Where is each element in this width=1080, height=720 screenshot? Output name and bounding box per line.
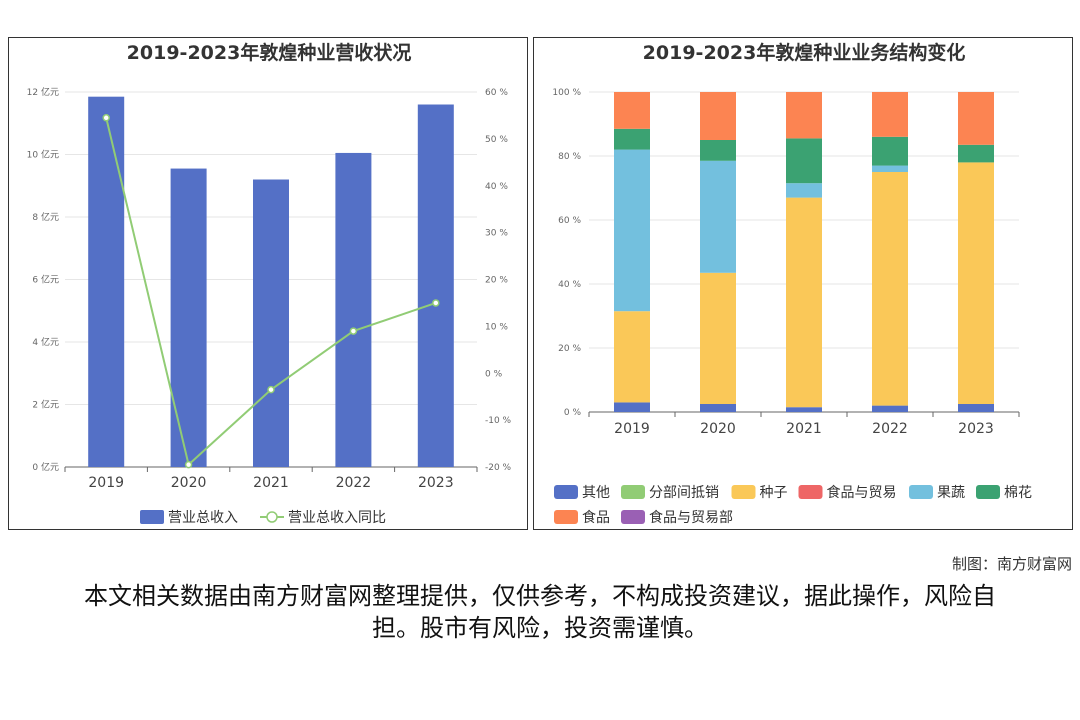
legend-label: 食品与贸易 [827,484,897,501]
y-tick-label: 8 亿元 [32,211,59,223]
legend-swatch [266,511,278,523]
y2-tick-label: -10 % [485,416,512,426]
x-tick-label: 2022 [872,421,908,437]
y-tick-label: 100 % [552,88,581,98]
x-tick-label: 2019 [88,475,124,491]
y-tick-label: 4 亿元 [32,336,59,348]
y-tick-label: 6 亿元 [32,274,59,286]
legend-swatch [554,485,578,499]
stacked-bar-segment [958,92,994,145]
stacked-bar-segment [786,197,822,408]
stacked-bar-segment [786,407,822,412]
bar [88,96,125,467]
x-tick-label: 2020 [171,475,207,491]
bar [253,179,289,467]
stacked-bar-segment [700,160,736,273]
stacked-bar-segment [958,144,994,163]
bar [170,168,207,467]
x-tick-label: 2022 [336,475,372,491]
stacked-bar-segment [872,405,908,412]
y-tick-label: 60 % [558,216,581,226]
stacked-bar-segment [614,128,650,150]
line-point [184,460,193,469]
chart-title: 2019-2023年敦煌种业营收状况 [127,41,412,64]
y2-tick-label: 60 % [485,88,508,98]
legend-swatch [140,510,164,524]
y2-tick-label: 30 % [485,229,508,239]
stacked-bar-segment [786,138,822,184]
chart-title: 2019-2023年敦煌种业业务结构变化 [643,41,966,64]
y-tick-label: 0 % [564,408,582,418]
y2-tick-label: 50 % [485,135,508,145]
stacked-bar-segment [614,92,650,129]
bar [417,104,454,467]
legend-swatch [621,510,645,524]
business-structure-chart-panel: 2019-2023年敦煌种业业务结构变化 0 % 20 % 40 % 60 % 80 % 1… [533,37,1073,530]
y-tick-label: 40 % [558,280,581,290]
y2-tick-label: -20 % [485,463,512,473]
stacked-bar-segment [700,140,736,161]
y2-tick-label: 10 % [485,322,508,332]
legend-swatch [909,485,933,499]
x-tick-label: 2019 [614,421,650,437]
revenue-chart-panel: 2019-2023年敦煌种业营收状况 0 亿元 2 亿元 4 亿元 6 亿元 8 亿元 10… [8,37,528,530]
stacked-bar-segment [614,311,650,403]
y-tick-label: 10 亿元 [27,149,59,161]
legend-label: 棉花 [1004,484,1032,501]
stacked-bar-segment [872,92,908,137]
bar [335,152,372,467]
stacked-bar-segment [958,404,994,412]
x-tick-label: 2021 [786,421,822,437]
x-tick-label: 2021 [253,475,289,491]
stacked-bar-segment [786,183,822,198]
legend-swatch [554,510,578,524]
chart-credit: 制图：南方财富网 [951,555,1072,573]
x-tick-label: 2023 [958,421,994,437]
legend-label: 分部间抵销 [649,485,719,501]
y-tick-label: 2 亿元 [32,399,59,411]
stacked-bar-segment [700,404,736,412]
stacked-bar-segment [614,149,650,312]
y2-tick-label: 40 % [485,182,508,192]
stacked-bar-segment [700,92,736,140]
y-tick-label: 12 亿元 [27,86,59,98]
legend-label: 种子 [760,485,788,501]
legend-label: 营业总收入同比 [288,510,386,526]
y2-tick-label: 20 % [485,276,508,286]
x-tick-label: 2023 [418,475,454,491]
y-tick-label: 0 亿元 [32,461,59,473]
legend-swatch [976,485,1000,499]
stacked-bar-segment [786,92,822,139]
legend-label: 营业总收入 [168,510,238,526]
legend-swatch [731,485,756,499]
y-tick-label: 20 % [558,344,581,354]
y2-tick-label: 0 % [485,369,503,379]
line-point [349,327,358,335]
legend-swatch [798,485,823,499]
legend-label: 食品 [582,509,610,526]
stacked-bar-segment [872,172,908,406]
y-tick-label: 80 % [558,152,581,162]
legend-label: 果蔬 [937,485,965,501]
stacked-bar-segment [872,136,908,166]
legend-swatch [621,485,645,499]
stacked-bar-segment [700,272,736,404]
line-point [102,114,110,122]
disclaimer-text: 本文相关数据由南方财富网整理提供，仅供参考，不构成投资建议，据此操作，风险自担。… [84,582,996,642]
revenue-chart: 2019-2023年敦煌种业营收状况 0 亿元 2 亿元 4 亿元 6 亿元 8 亿元 10… [27,41,512,526]
stacked-bar-segment [614,402,650,412]
line-point [432,299,440,307]
stacked-bar-segment [872,165,908,172]
x-tick-label: 2020 [700,421,736,437]
line-point [267,385,275,394]
stacked-bar-segment [958,162,994,404]
business-structure-chart: 2019-2023年敦煌种业业务结构变化 0 % 20 % 40 % 60 % 80 % 1… [552,41,1032,526]
legend-label: 其他 [582,485,610,501]
legend-label: 食品与贸易部 [649,509,733,526]
